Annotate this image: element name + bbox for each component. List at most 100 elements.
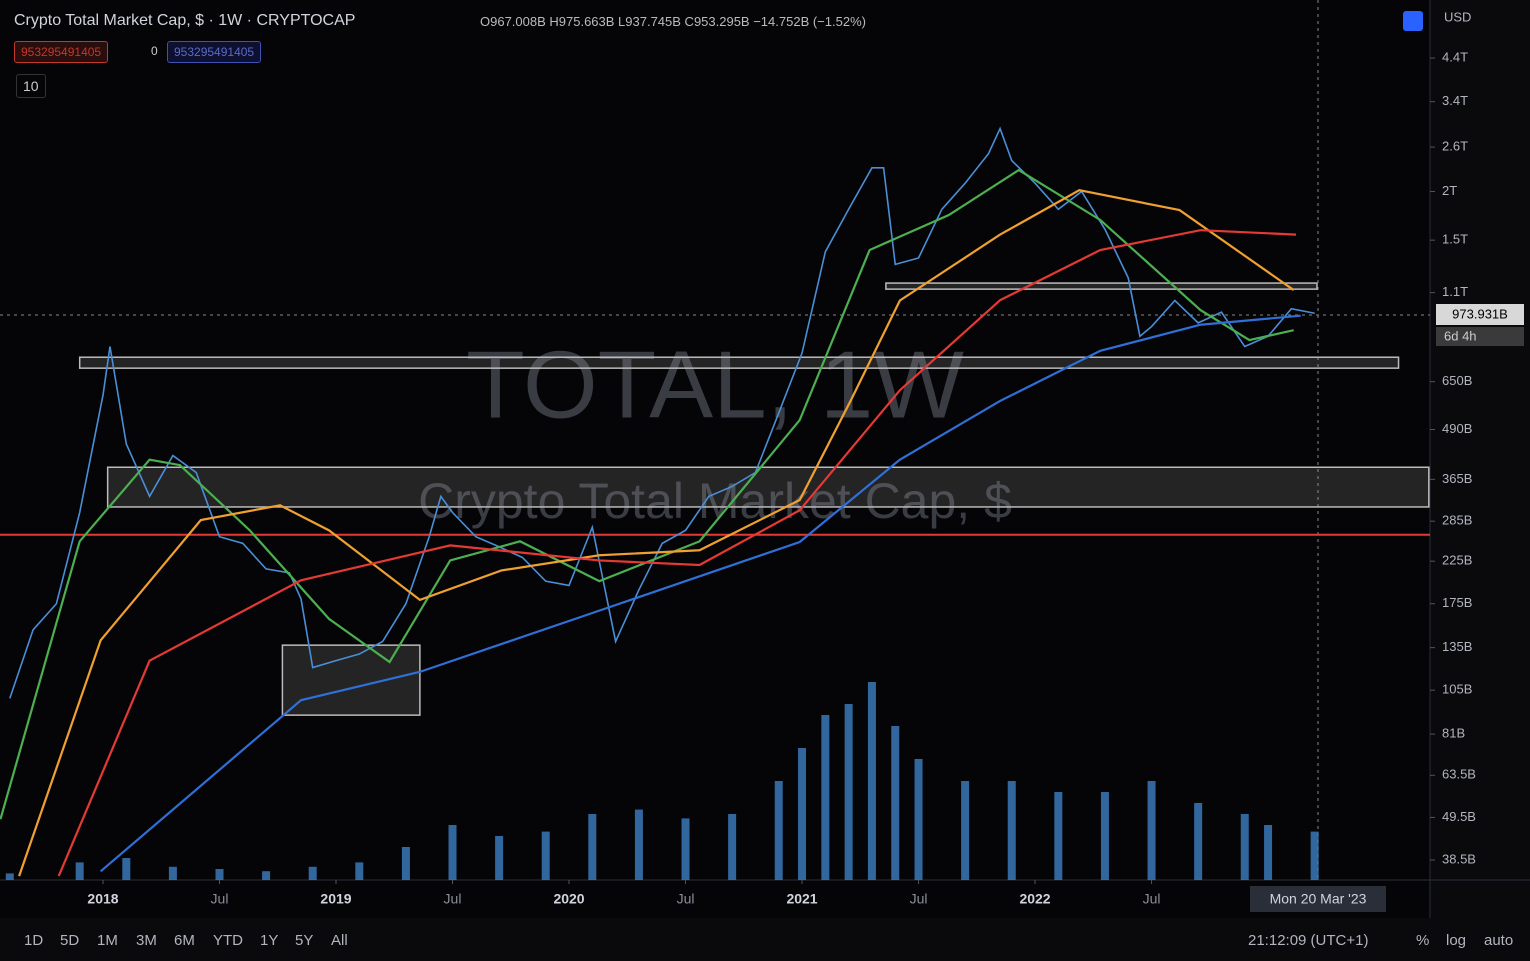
zone (78, 356, 1400, 369)
volume-bar (821, 715, 830, 880)
volume-bar (122, 858, 131, 880)
toolbar-button[interactable]: % (1416, 932, 1430, 949)
toolbar-button[interactable]: 5D (60, 932, 80, 949)
x-tick-label: 2019 (320, 891, 351, 907)
toolbar-button[interactable]: 1M (97, 932, 118, 949)
toolbar-button[interactable]: 1D (24, 932, 44, 949)
toolbar-button[interactable]: 3M (136, 932, 157, 949)
x-tick-label: Jul (910, 891, 928, 907)
y-tick-label: 4.4T (1442, 49, 1468, 64)
volume-bar (215, 869, 224, 880)
y-tick-label: 3.4T (1442, 93, 1468, 108)
volume-bar (1100, 792, 1109, 880)
volume-bar (867, 682, 876, 880)
volume-bar (1310, 831, 1319, 880)
volume-bar (728, 814, 737, 880)
x-tick-label: 2021 (786, 891, 817, 907)
countdown: 6d 4h (1444, 328, 1477, 343)
volume-bar (588, 814, 597, 880)
toolbar-button[interactable]: 1Y (260, 932, 279, 949)
volume-bar (1264, 825, 1273, 880)
cursor-date: Mon 20 Mar '23 (1270, 891, 1367, 907)
collapse-button[interactable]: 10 (16, 74, 46, 98)
x-tick-label: 2018 (87, 891, 118, 907)
y-tick-label: 1.5T (1442, 232, 1468, 247)
toolbar-button[interactable]: YTD (213, 932, 243, 949)
volume-bar (961, 781, 970, 880)
toolbar-button[interactable]: 5Y (295, 932, 314, 949)
volume-bar (891, 726, 900, 880)
x-tick-label: 2022 (1019, 891, 1050, 907)
volume-bar (1194, 803, 1203, 880)
toolbar-button[interactable]: auto (1484, 932, 1514, 949)
y-tick-label: 650B (1442, 373, 1472, 388)
volume-bar (634, 809, 643, 880)
series-line (57, 229, 1297, 877)
y-tick-label: 38.5B (1442, 851, 1476, 866)
y-tick-label: 490B (1442, 421, 1472, 436)
price-axis-bg (1430, 0, 1530, 918)
x-tick-label: 2020 (553, 891, 584, 907)
y-tick-label: 365B (1442, 471, 1472, 486)
input-box[interactable]: 0 (151, 44, 158, 58)
toolbar-button[interactable]: log (1446, 932, 1467, 949)
volume-bar (844, 704, 853, 880)
sync-icon[interactable] (1403, 11, 1423, 31)
volume-bar (401, 847, 410, 880)
countdown-bg (1436, 327, 1524, 346)
input-box[interactable]: 953295491405 (14, 41, 109, 63)
price-tag-bg (1436, 304, 1524, 325)
y-tick-label: 285B (1442, 513, 1472, 528)
zone (885, 282, 1318, 290)
volume-bar (1054, 792, 1063, 880)
watermark: TOTAL, 1W (466, 331, 964, 438)
series-line (9, 126, 1315, 699)
title: Crypto Total Market Cap, $ · 1W · CRYPTO… (14, 12, 356, 29)
series-line (0, 168, 1294, 820)
volume-bar (914, 759, 923, 880)
volume-bar (798, 748, 807, 880)
toolbar-button[interactable]: All (331, 932, 348, 949)
y-tick-label: 2T (1442, 183, 1457, 198)
series-line (18, 189, 1295, 877)
clock: 21:12:09 (UTC+1) (1248, 932, 1369, 949)
x-tick-label: Jul (444, 891, 462, 907)
volume-bar (355, 862, 364, 880)
volume-bar (774, 781, 783, 880)
price-tag: 973.931B (1452, 306, 1508, 321)
volume-bar (448, 825, 457, 880)
y-tick-label: 2.6T (1442, 139, 1468, 154)
zone (106, 466, 1430, 508)
volume-bar (262, 871, 271, 880)
y-tick-label: 225B (1442, 553, 1472, 568)
currency[interactable]: USD (1444, 9, 1471, 24)
volume-bar (541, 831, 550, 880)
volume-bar (168, 866, 177, 880)
y-tick-label: 81B (1442, 726, 1465, 741)
y-tick-label: 175B (1442, 595, 1472, 610)
x-tick-label: Jul (211, 891, 229, 907)
y-tick-label: 49.5B (1442, 809, 1476, 824)
toolbar-bg (0, 918, 1530, 961)
volume-bar (308, 866, 317, 880)
volume-bar (75, 862, 84, 880)
watermark-sub: Crypto Total Market Cap, $ (418, 473, 1012, 529)
volume-bar (1007, 781, 1016, 880)
cursor-date-bg (1250, 886, 1386, 912)
x-tick-label: Jul (677, 891, 695, 907)
y-tick-label: 1.1T (1442, 284, 1468, 299)
x-tick-label: Jul (1143, 891, 1161, 907)
volume-bar (495, 836, 504, 880)
collapse-label: 10 (23, 78, 39, 94)
volume-bar (5, 873, 14, 880)
input-box[interactable]: 953295491405 (167, 41, 262, 63)
toolbar-button[interactable]: 6M (174, 932, 195, 949)
y-tick-label: 105B (1442, 682, 1472, 697)
y-tick-label: 63.5B (1442, 767, 1476, 782)
volume-bar (1147, 781, 1156, 880)
series-line (99, 314, 1301, 873)
y-tick-label: 135B (1442, 639, 1472, 654)
plot-area (0, 126, 1430, 880)
